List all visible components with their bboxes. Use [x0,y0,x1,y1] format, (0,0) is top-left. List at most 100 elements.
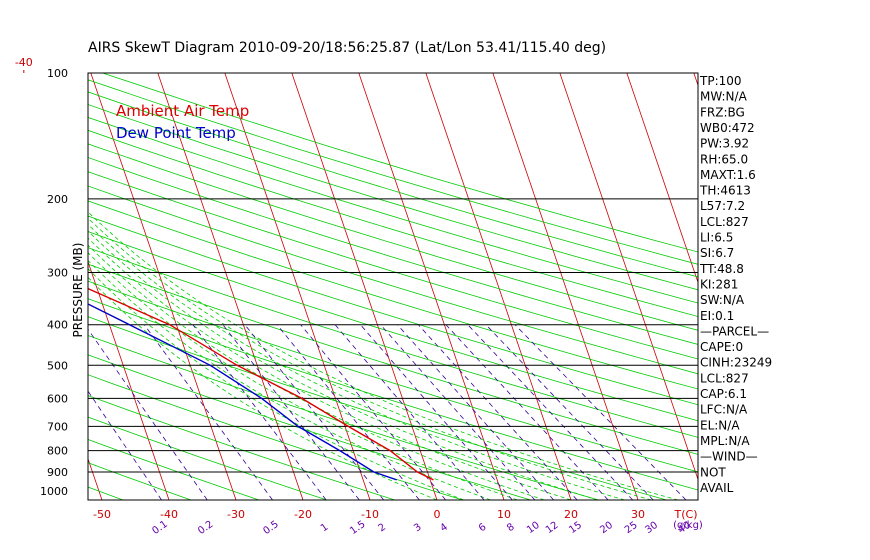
bottom-temp-tick-label: -10 [361,508,379,521]
dry-adiabat-line [88,395,395,500]
moist-adiabat-line [88,244,545,500]
isotherm-line [559,73,698,481]
dry-adiabat-line [88,462,192,500]
mixing-ratio-tick-label: 0.5 [261,519,280,537]
mixing-ratio-line [334,324,485,500]
legend: Ambient Air Temp Dew Point Temp [116,102,249,142]
mixing-ratio-line [514,324,687,500]
top-temp-tick-label: -40 [15,56,33,69]
dry-adiabat-line [88,171,698,360]
isotherm-line [492,73,639,500]
moist-adiabat-line [88,259,491,500]
mixing-ratio-line [88,328,208,500]
dry-adiabat-line [88,335,599,500]
pressure-tick-label: 400 [47,319,68,332]
bottom-temp-tick-label: -40 [160,508,178,521]
index-entry: NOT [700,465,726,479]
pressure-tick-label: 1000 [40,485,68,498]
index-entry: TT:48.8 [699,262,744,276]
dry-adiabat-line [88,157,698,345]
moist-adiabat-line [88,211,679,500]
plot-frame [87,72,699,501]
mixing-ratio-line [222,324,360,500]
moist-adiabat-line [88,230,598,500]
mixing-ratio-line [244,324,385,500]
x-axis-label: T(C) [674,508,698,521]
dry-adiabat-line [88,374,463,500]
mixing-ratio-tick-label: 15 [567,520,584,536]
profile-layer [88,287,434,481]
index-entry: LFC:N/A [700,403,748,417]
index-entry: MPL:N/A [700,434,750,448]
mixing-ratio-tick-label: 2 [377,522,389,535]
pressure-tick-label: 600 [47,392,68,405]
mixing-ratio-line [467,324,634,500]
mixing-ratio-tick-label: 1 [319,522,331,535]
index-entry: MW:N/A [700,90,748,104]
pressure-tick-label: 900 [47,466,68,479]
index-entry: FRZ:BG [700,105,745,119]
index-entry: LCL:827 [700,371,749,385]
index-entry: —WIND— [700,450,758,464]
dry-adiabat-line [88,129,698,317]
dry-adiabat-line [102,73,698,253]
mixing-ratio-tick-label: 0.2 [196,519,215,537]
index-entry: LI:6.5 [700,231,733,245]
dewpoint-profile [88,303,397,481]
dry-adiabat-line [88,316,667,500]
legend-entry: Dew Point Temp [116,124,236,142]
bottom-temp-tick-label: 20 [564,508,578,521]
temperature-profile [88,287,434,481]
moist-adiabat-line [88,252,518,500]
index-entry: CAPE:0 [700,340,743,354]
moist-adiabat-line [88,217,652,500]
mixing-ratio-tick-label: 0.1 [150,519,169,537]
isotherm-line [626,73,698,284]
index-entry: TP:100 [699,74,742,88]
pressure-tick-label: 700 [47,420,68,433]
isotherm-line [88,457,103,500]
mixing-ratio-line [300,324,446,500]
index-entry: LCL:827 [700,215,749,229]
dry-adiabat-line [88,486,124,500]
isotherm-line [157,73,304,500]
isotherm-line [90,73,237,500]
dry-adiabat-line [88,104,698,291]
legend-entry: Ambient Air Temp [116,102,249,120]
index-entry: —PARCEL— [700,324,769,338]
mixing-ratio-tick-label: 8 [505,522,517,535]
index-entry: EL:N/A [700,418,740,432]
index-entry: MAXT:1.6 [700,168,756,182]
mixing-ratio-tick-label: 1.5 [348,519,367,537]
mixing-ratio-line [445,324,609,500]
isotherm-line [291,73,438,500]
moist-adiabat-line [88,268,464,500]
mixing-ratio-line [380,324,536,500]
index-entry: CAP:6.1 [700,387,747,401]
dry-adiabat-line [88,416,327,500]
bottom-temp-tick-label: -50 [93,508,111,521]
mixing-ratio-line [397,324,554,500]
mixing-ratio-line [192,324,327,500]
mixing-ratio-line [143,324,273,500]
mixing-ratio-line [418,324,578,500]
dry-adiabat-line [88,247,698,438]
dry-adiabat-line [88,143,698,331]
pressure-tick-label: 300 [47,267,68,280]
dry-adiabat-line [88,79,698,265]
index-entry: L57:7.2 [700,199,745,213]
dry-adiabat-line [88,231,698,422]
pressure-tick-label: 800 [47,445,68,458]
pressure-lines [88,198,698,473]
index-entry: EI:0.1 [700,309,734,323]
mixing-ratio-tick-label: 3 [412,522,424,535]
index-entry: KI:281 [700,277,738,291]
index-entry: CINH:23249 [700,356,772,370]
index-entry: WB0:472 [700,121,755,135]
index-entry: AVAIL [700,481,734,495]
bottom-temp-tick-label: 10 [497,508,511,521]
pressure-tick-label: 500 [47,359,68,372]
index-entry: RH:65.0 [700,152,748,166]
mixing-ratio-tick-label: 4 [438,522,450,535]
